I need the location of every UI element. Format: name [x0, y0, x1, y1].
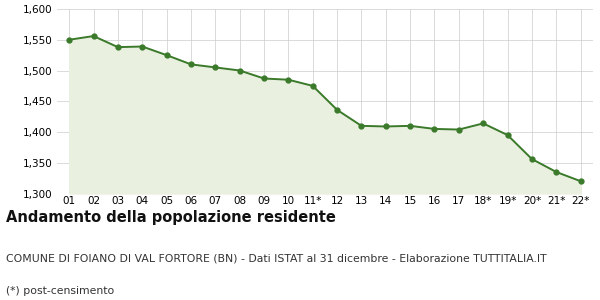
Text: (*) post-censimento: (*) post-censimento — [6, 286, 114, 296]
Text: COMUNE DI FOIANO DI VAL FORTORE (BN) - Dati ISTAT al 31 dicembre - Elaborazione : COMUNE DI FOIANO DI VAL FORTORE (BN) - D… — [6, 254, 547, 263]
Text: Andamento della popolazione residente: Andamento della popolazione residente — [6, 210, 336, 225]
